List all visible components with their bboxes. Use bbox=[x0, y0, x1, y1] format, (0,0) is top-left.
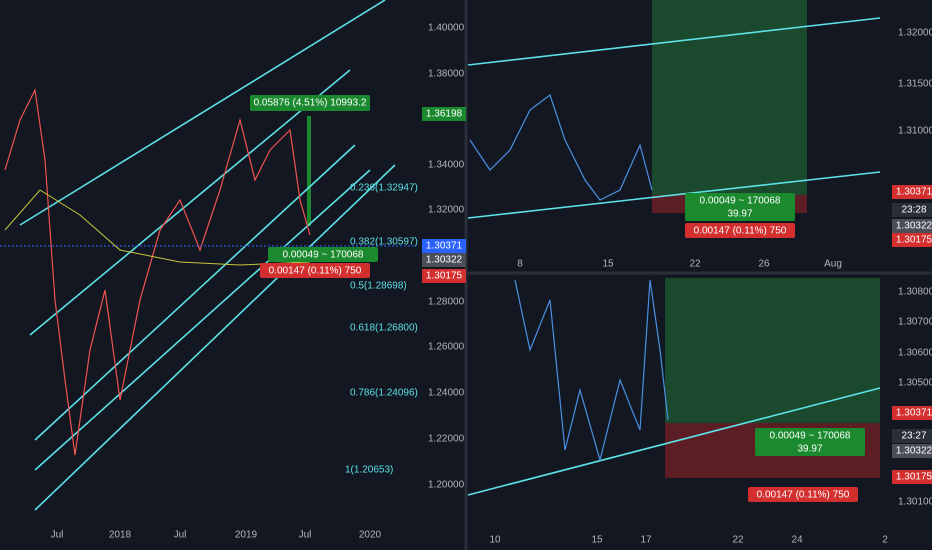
label-box bbox=[748, 487, 858, 502]
price-tag bbox=[892, 406, 932, 420]
trend-line bbox=[467, 17, 881, 66]
fib-label: 0.618(1.26800) bbox=[350, 323, 418, 334]
price-tag-text: 1.30371 bbox=[426, 241, 463, 252]
time-label: 2019 bbox=[235, 530, 258, 541]
price-label: 1.31000 bbox=[898, 126, 932, 137]
price-label: 1.40000 bbox=[428, 23, 465, 34]
price-label: 1.38000 bbox=[428, 69, 465, 80]
price-tag-text: 1.30175 bbox=[426, 271, 463, 282]
price-label: 1.31500 bbox=[898, 79, 932, 90]
fib-label: 0.382(1.30597) bbox=[350, 237, 418, 248]
price-tag-text: 1.30371 bbox=[896, 187, 932, 198]
time-label: Jul bbox=[174, 530, 187, 541]
price-tag-text: 1.30175 bbox=[896, 472, 932, 483]
label-text: 0.00147 (0.11%) 750 bbox=[269, 266, 362, 277]
time-label: Aug bbox=[824, 259, 842, 270]
price-tag bbox=[892, 233, 932, 247]
price-label: 1.20000 bbox=[428, 480, 465, 491]
time-label: 15 bbox=[602, 259, 614, 270]
price-tag-text: 1.36198 bbox=[426, 109, 463, 120]
label-text: 39.97 bbox=[797, 444, 822, 455]
time-label: 22 bbox=[689, 259, 701, 270]
ma-line bbox=[4, 189, 311, 266]
trend-line bbox=[467, 387, 881, 496]
label-text: 0.00147 (0.11%) 750 bbox=[694, 226, 787, 237]
price-tag bbox=[892, 429, 932, 443]
price-label: 1.24000 bbox=[428, 388, 465, 399]
time-label: 10 bbox=[489, 535, 501, 546]
label-box bbox=[685, 193, 795, 221]
price-label: 1.30600 bbox=[898, 348, 932, 359]
price-label: 1.32000 bbox=[428, 205, 465, 216]
label-text: 0.00147 (0.11%) 750 bbox=[757, 490, 850, 501]
price-tag-text: 1.30371 bbox=[896, 408, 932, 419]
label-text: 39.97 bbox=[727, 209, 752, 220]
time-label: 2018 bbox=[109, 530, 132, 541]
price-label: 1.28000 bbox=[428, 297, 465, 308]
time-label: 2020 bbox=[359, 530, 382, 541]
label-box bbox=[250, 95, 370, 111]
label-text: 0.00049 ~ 170068 bbox=[700, 196, 781, 207]
fib-label: 1(1.20653) bbox=[345, 465, 393, 476]
price-tag-text: 1.30322 bbox=[896, 446, 932, 457]
time-label: 26 bbox=[758, 259, 770, 270]
price-tag-text: 1.30322 bbox=[426, 255, 463, 266]
price-tag-text: 1.30322 bbox=[896, 221, 932, 232]
price-tag bbox=[422, 253, 466, 267]
price-tag bbox=[892, 185, 932, 199]
price-tag bbox=[422, 269, 466, 283]
channel-lines bbox=[19, 0, 396, 511]
price-path bbox=[514, 279, 669, 463]
label-text: 0.00049 ~ 170068 bbox=[770, 431, 851, 442]
price-tag bbox=[892, 470, 932, 484]
price-label: 1.30100 bbox=[898, 497, 932, 508]
price-label: 1.30500 bbox=[898, 378, 932, 389]
price-label: 1.34000 bbox=[428, 160, 465, 171]
price-tag bbox=[892, 219, 932, 233]
label-box bbox=[685, 223, 795, 238]
time-label: Jul bbox=[51, 530, 64, 541]
time-label: 8 bbox=[517, 259, 523, 270]
gain-bar bbox=[307, 116, 311, 226]
price-label: 1.30700 bbox=[898, 317, 932, 328]
price-tag bbox=[892, 444, 932, 458]
target-zone bbox=[665, 278, 880, 423]
target-zone bbox=[652, 0, 807, 195]
trend-line bbox=[467, 171, 881, 219]
price-label: 1.32000 bbox=[898, 28, 932, 39]
fib-label: 0.786(1.24096) bbox=[350, 388, 418, 399]
time-label: 17 bbox=[640, 535, 652, 546]
price-tag-text: 23:28 bbox=[901, 205, 926, 216]
price-path bbox=[4, 88, 311, 456]
time-label: Jul bbox=[299, 530, 312, 541]
price-tag bbox=[892, 203, 932, 217]
time-label: 24 bbox=[791, 535, 803, 546]
label-text: 0.00049 ~ 170068 bbox=[283, 250, 364, 261]
label-text: 0.05876 (4.51%) 10993.2 bbox=[254, 98, 367, 109]
time-label: 2 bbox=[882, 535, 888, 546]
price-path bbox=[469, 94, 653, 201]
price-tag bbox=[422, 239, 466, 253]
time-label: 15 bbox=[591, 535, 603, 546]
label-box bbox=[260, 263, 370, 278]
time-label: 22 bbox=[732, 535, 744, 546]
fib-label: 0.236(1.32947) bbox=[350, 183, 418, 194]
price-label: 1.30800 bbox=[898, 287, 932, 298]
price-label: 1.26000 bbox=[428, 342, 465, 353]
price-tag bbox=[422, 107, 466, 121]
price-tag-text: 1.30175 bbox=[896, 235, 932, 246]
fib-label: 0.5(1.28698) bbox=[350, 281, 407, 292]
price-label: 1.22000 bbox=[428, 434, 465, 445]
label-box bbox=[755, 428, 865, 456]
label-box bbox=[268, 247, 378, 262]
price-tag-text: 23:27 bbox=[901, 431, 926, 442]
